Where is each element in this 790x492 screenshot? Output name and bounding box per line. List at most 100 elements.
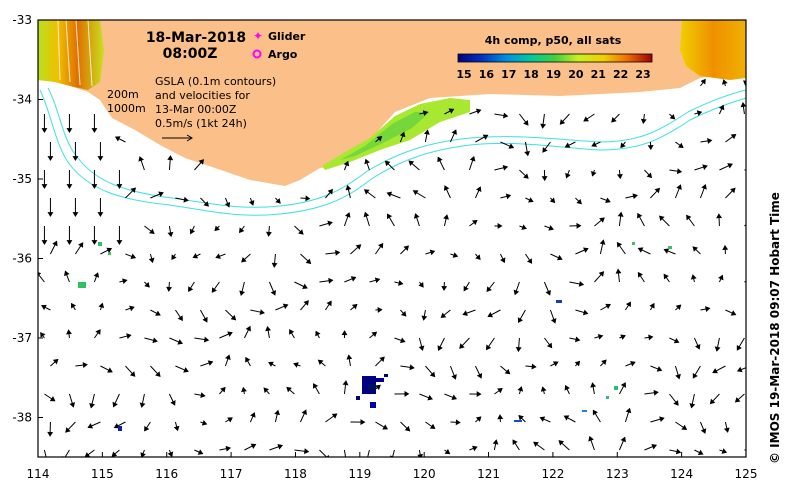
- velocity-arrow-head: [155, 310, 161, 316]
- velocity-arrow-head: [202, 316, 208, 323]
- velocity-arrow-head: [605, 197, 611, 204]
- velocity-arrow-head: [87, 423, 94, 429]
- velocity-arrow-head: [755, 166, 759, 170]
- velocity-arrow-head: [564, 142, 571, 148]
- velocity-arrow-head: [375, 384, 381, 391]
- gsla-note-line-2: and velocities for: [155, 89, 250, 102]
- velocity-arrow-head: [241, 257, 247, 263]
- velocity-arrow-head: [89, 403, 95, 409]
- colorbar-tick-label: 16: [479, 68, 495, 81]
- velocity-arrow-head: [625, 301, 631, 308]
- sst-swath-west-streaks: [57, 20, 93, 87]
- velocity-arrow-head: [301, 409, 307, 416]
- argo-label: Argo: [268, 48, 298, 61]
- velocity-arrow-head: [47, 431, 54, 437]
- velocity-arrow-head: [214, 225, 220, 232]
- velocity-arrow-head: [270, 290, 277, 296]
- velocity-arrow-head: [647, 145, 654, 151]
- velocity-arrow-head: [472, 445, 478, 452]
- velocity-arrow-head: [757, 133, 761, 137]
- colorbar-ticks: 15 16 17 18 19 20 21 22 23: [456, 68, 650, 81]
- velocity-arrow-head: [620, 436, 626, 443]
- velocity-arrow-head: [64, 270, 70, 277]
- velocity-arrow-head: [220, 386, 226, 393]
- velocity-arrow-head: [515, 346, 522, 353]
- velocity-arrow-head: [66, 128, 73, 133]
- velocity-arrow-head: [293, 362, 299, 368]
- velocity-arrow-head: [422, 110, 429, 116]
- velocity-arrow-head: [265, 325, 272, 332]
- velocity-arrow-head: [265, 231, 272, 237]
- velocity-arrow-head: [656, 366, 663, 372]
- velocity-arrow-head: [448, 108, 455, 114]
- velocity-arrow-head: [734, 397, 741, 403]
- velocity-arrow-head: [140, 452, 146, 457]
- velocity-arrow-head: [404, 390, 410, 397]
- argo-legend: Argo: [252, 48, 298, 61]
- velocity-arrow-head: [342, 380, 349, 386]
- velocity-arrow-head: [700, 428, 707, 434]
- velocity-arrow-head: [705, 306, 711, 312]
- velocity-arrow-shaft: [38, 273, 45, 283]
- velocity-arrow-head: [646, 172, 653, 179]
- velocity-arrow-head: [722, 244, 729, 250]
- velocity-arrow-head: [106, 247, 113, 253]
- lat-tick-label: -36: [12, 252, 32, 266]
- velocity-arrow-head: [303, 300, 309, 306]
- velocity-arrow-head: [344, 459, 348, 463]
- velocity-arrow-head: [637, 247, 644, 253]
- velocity-arrow-head: [387, 213, 393, 220]
- velocity-arrow-head: [248, 200, 255, 206]
- velocity-arrow-head: [107, 367, 113, 373]
- velocity-arrow-head: [112, 401, 118, 408]
- velocity-arrow-head: [350, 276, 357, 282]
- lon-tick-label: 119: [348, 467, 371, 481]
- velocity-arrow-head: [574, 336, 581, 343]
- velocity-arrow-head: [225, 354, 231, 361]
- velocity-arrow-shaft: [750, 133, 760, 142]
- colorbar-tick-label: 18: [523, 68, 538, 81]
- velocity-arrow-head: [748, 219, 752, 223]
- velocity-arrow-head: [675, 448, 682, 455]
- velocity-arrow-head: [364, 158, 370, 165]
- velocity-arrow-head: [183, 367, 189, 373]
- velocity-arrow-head: [440, 312, 447, 319]
- velocity-arrow-head: [346, 354, 353, 360]
- colorbar-title: 4h comp, p50, all sats: [485, 34, 622, 47]
- velocity-arrow-head: [443, 185, 450, 191]
- velocity-arrow-head: [444, 448, 451, 455]
- velocity-arrow-head: [78, 242, 84, 248]
- velocity-arrow-head: [65, 427, 71, 433]
- velocity-arrow-head: [592, 409, 598, 416]
- velocity-arrow-head: [702, 164, 708, 170]
- velocity-arrow-head: [751, 250, 755, 254]
- velocity-arrow-head: [709, 398, 716, 405]
- velocity-arrow-head: [409, 364, 415, 371]
- velocity-arrow-head: [539, 416, 546, 422]
- velocity-arrow-head: [502, 164, 509, 171]
- velocity-arrow-head: [158, 191, 164, 197]
- velocity-arrow-head: [398, 280, 404, 286]
- velocity-arrow-head: [427, 394, 433, 401]
- velocity-arrow-head: [377, 306, 383, 313]
- velocity-arrow-head: [230, 314, 237, 321]
- gsla-note-line-3: 13-Mar 00:00Z: [155, 103, 237, 116]
- velocity-arrows: [38, 78, 761, 463]
- glider-label: Glider: [268, 30, 306, 43]
- velocity-arrow-head: [659, 416, 665, 423]
- colorbar-tick-label: 22: [613, 68, 628, 81]
- velocity-arrow-head: [327, 220, 333, 227]
- velocity-arrow-head: [423, 129, 430, 135]
- velocity-arrow-head: [52, 358, 59, 365]
- velocity-arrow-head: [523, 173, 529, 179]
- velocity-arrow-head: [451, 129, 457, 135]
- velocity-arrow-head: [403, 245, 410, 251]
- velocity-arrow-head: [429, 249, 436, 256]
- velocity-arrow-head: [692, 246, 699, 252]
- velocity-arrow-head: [518, 414, 524, 421]
- velocity-arrow-head: [171, 254, 177, 261]
- velocity-arrow-head: [648, 334, 654, 341]
- velocity-arrow-head: [245, 356, 251, 363]
- velocity-arrow-head: [582, 309, 589, 316]
- velocity-arrow-head: [749, 278, 753, 282]
